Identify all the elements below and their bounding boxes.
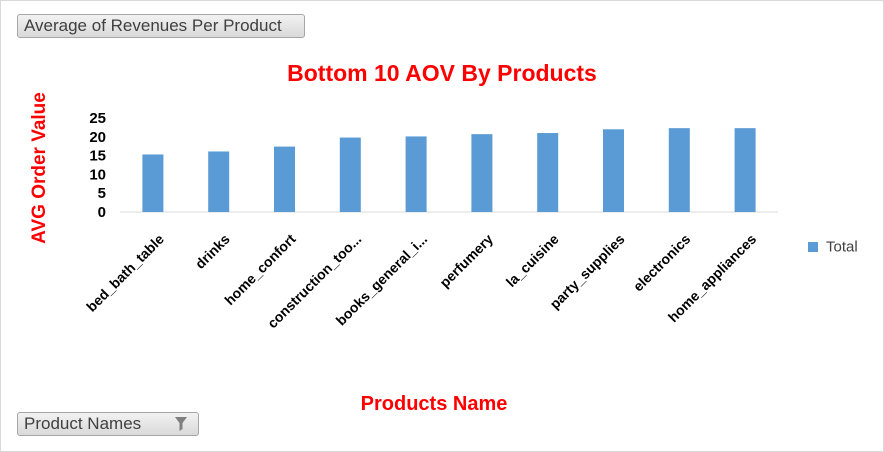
category-label: perfumery	[436, 231, 496, 291]
chart-title: Bottom 10 AOV By Products	[287, 60, 597, 86]
y-tick-label: 0	[98, 204, 106, 221]
category-label: bed_bath_table	[83, 231, 167, 315]
bar[interactable]	[405, 136, 427, 212]
x-axis-title: Products Name	[360, 393, 508, 415]
value-field-button[interactable]: Average of Revenues Per Product	[17, 14, 305, 38]
value-field-label: Average of Revenues Per Product	[24, 16, 282, 35]
bar[interactable]	[734, 128, 756, 212]
category-label: drinks	[192, 231, 233, 272]
bar[interactable]	[668, 128, 690, 212]
bar[interactable]	[339, 137, 361, 212]
bar[interactable]	[537, 133, 559, 212]
bar[interactable]	[274, 146, 295, 212]
bar[interactable]	[208, 151, 230, 212]
bar[interactable]	[471, 134, 493, 212]
bar[interactable]	[142, 154, 164, 212]
y-tick-label: 15	[89, 148, 106, 165]
filter-icon[interactable]	[174, 416, 188, 432]
legend-swatch	[808, 242, 818, 253]
legend: Total	[808, 238, 858, 256]
y-tick-label: 20	[89, 129, 106, 146]
bar[interactable]	[603, 129, 624, 212]
y-tick-label: 10	[89, 166, 106, 183]
category-label: electronics	[630, 231, 694, 295]
axis-field-label: Product Names	[24, 414, 142, 433]
category-label: la_cuisine	[503, 231, 562, 290]
y-tick-label: 5	[98, 185, 106, 202]
legend-label: Total	[826, 238, 858, 256]
y-tick-label: 25	[89, 110, 106, 127]
axis-field-button[interactable]: Product Names	[17, 412, 199, 436]
